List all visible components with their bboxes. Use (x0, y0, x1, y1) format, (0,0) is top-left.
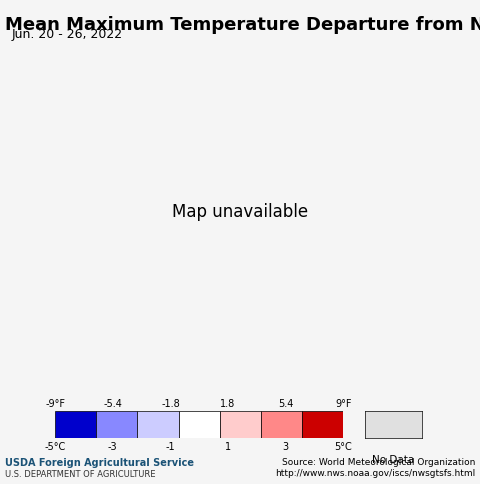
Text: Mean Maximum Temperature Departure from Normal (WMO): Mean Maximum Temperature Departure from … (5, 15, 480, 33)
Text: -5.4: -5.4 (103, 398, 122, 408)
Bar (179, 411, 220, 438)
Text: Map unavailable: Map unavailable (172, 203, 308, 221)
Bar (302, 411, 343, 438)
Text: No Data: No Data (372, 454, 415, 464)
Text: -5°C: -5°C (45, 441, 66, 451)
Text: 1: 1 (225, 441, 231, 451)
Text: -1.8: -1.8 (161, 398, 180, 408)
Text: http://www.nws.noaa.gov/iscs/nwsgtsfs.html: http://www.nws.noaa.gov/iscs/nwsgtsfs.ht… (275, 469, 475, 478)
Bar (261, 411, 302, 438)
Bar (220, 411, 261, 438)
Text: 5.4: 5.4 (278, 398, 293, 408)
Text: Jun. 20 - 26, 2022: Jun. 20 - 26, 2022 (12, 28, 123, 41)
Text: 5°C: 5°C (335, 441, 352, 451)
Text: -1: -1 (166, 441, 175, 451)
Text: 1.8: 1.8 (220, 398, 236, 408)
Bar (137, 411, 179, 438)
Text: 3: 3 (283, 441, 288, 451)
Text: -9°F: -9°F (45, 398, 65, 408)
Bar (55, 411, 96, 438)
Bar (96, 411, 137, 438)
Text: Source: World Meteorological Organization: Source: World Meteorological Organizatio… (282, 457, 475, 467)
Text: U.S. DEPARTMENT OF AGRICULTURE: U.S. DEPARTMENT OF AGRICULTURE (5, 469, 156, 479)
Text: -3: -3 (108, 441, 118, 451)
Text: 9°F: 9°F (335, 398, 351, 408)
Text: USDA Foreign Agricultural Service: USDA Foreign Agricultural Service (5, 457, 194, 468)
